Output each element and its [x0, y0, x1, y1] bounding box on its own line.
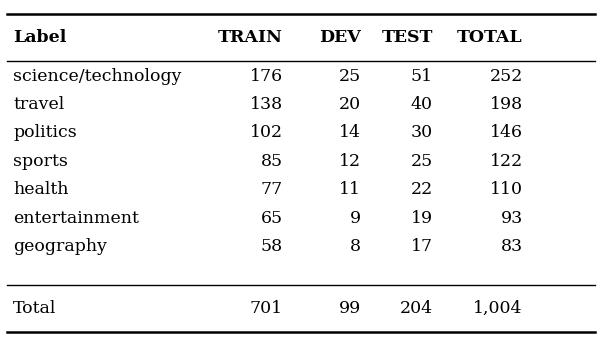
Text: travel: travel — [13, 96, 64, 113]
Text: politics: politics — [13, 125, 77, 141]
Text: 83: 83 — [501, 238, 523, 256]
Text: health: health — [13, 181, 69, 198]
Text: 40: 40 — [411, 96, 433, 113]
Text: 146: 146 — [489, 125, 523, 141]
Text: 77: 77 — [261, 181, 283, 198]
Text: TOTAL: TOTAL — [457, 29, 523, 46]
Text: 252: 252 — [489, 68, 523, 85]
Text: 9: 9 — [350, 210, 361, 227]
Text: entertainment: entertainment — [13, 210, 139, 227]
Text: 30: 30 — [411, 125, 433, 141]
Text: Label: Label — [13, 29, 67, 46]
Text: 25: 25 — [411, 153, 433, 170]
Text: science/technology: science/technology — [13, 68, 182, 85]
Text: 20: 20 — [339, 96, 361, 113]
Text: 93: 93 — [500, 210, 523, 227]
Text: 12: 12 — [339, 153, 361, 170]
Text: 51: 51 — [411, 68, 433, 85]
Text: 99: 99 — [339, 300, 361, 317]
Text: 204: 204 — [400, 300, 433, 317]
Text: 138: 138 — [250, 96, 283, 113]
Text: 22: 22 — [411, 181, 433, 198]
Text: 11: 11 — [339, 181, 361, 198]
Text: 85: 85 — [261, 153, 283, 170]
Text: 110: 110 — [489, 181, 523, 198]
Text: 701: 701 — [250, 300, 283, 317]
Text: 17: 17 — [411, 238, 433, 256]
Text: 58: 58 — [261, 238, 283, 256]
Text: Total: Total — [13, 300, 57, 317]
Text: 198: 198 — [489, 96, 523, 113]
Text: geography: geography — [13, 238, 107, 256]
Text: 65: 65 — [261, 210, 283, 227]
Text: 14: 14 — [339, 125, 361, 141]
Text: DEV: DEV — [319, 29, 361, 46]
Text: 102: 102 — [250, 125, 283, 141]
Text: 25: 25 — [339, 68, 361, 85]
Text: 8: 8 — [350, 238, 361, 256]
Text: 19: 19 — [411, 210, 433, 227]
Text: 1,004: 1,004 — [473, 300, 523, 317]
Text: TEST: TEST — [382, 29, 433, 46]
Text: 122: 122 — [489, 153, 523, 170]
Text: 176: 176 — [250, 68, 283, 85]
Text: TRAIN: TRAIN — [218, 29, 283, 46]
Text: sports: sports — [13, 153, 68, 170]
